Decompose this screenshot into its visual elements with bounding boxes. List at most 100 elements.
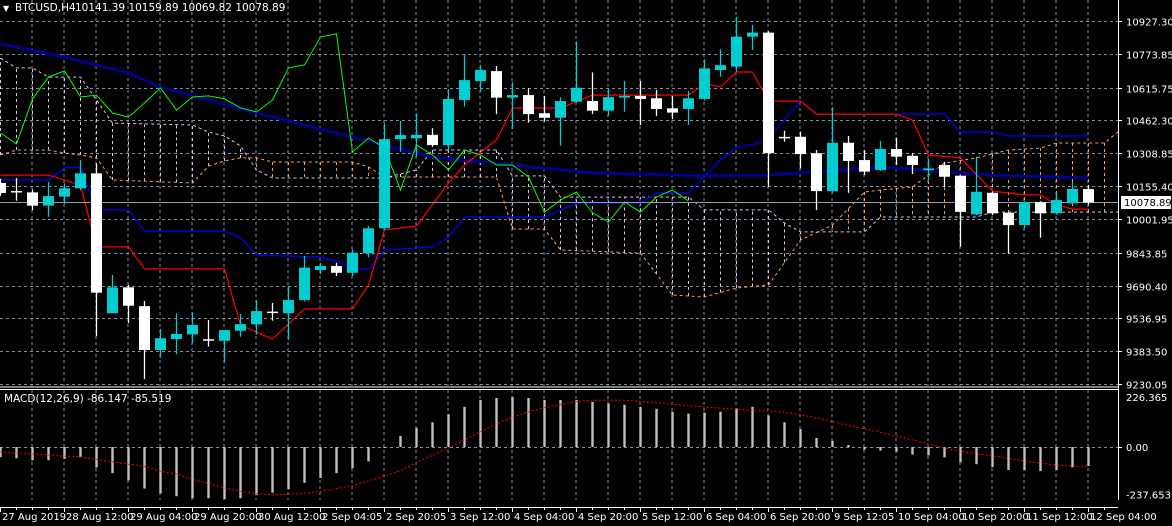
macd-histogram-bar bbox=[975, 447, 978, 465]
candle bbox=[299, 256, 310, 302]
candle bbox=[75, 160, 86, 191]
candle-body bbox=[475, 70, 486, 82]
candle bbox=[955, 175, 966, 247]
time-axis-label: 28 Aug 12:00 bbox=[66, 512, 133, 523]
candle bbox=[27, 189, 38, 211]
candle-body bbox=[587, 101, 598, 111]
candle bbox=[987, 191, 998, 216]
candles bbox=[0, 16, 1094, 380]
candle-body bbox=[811, 153, 822, 192]
time-axis-label: 12 Sep 04:00 bbox=[1090, 512, 1157, 523]
macd-histogram-bar bbox=[335, 447, 338, 474]
candle bbox=[651, 89, 662, 117]
candle bbox=[171, 313, 182, 355]
candle-body bbox=[875, 148, 886, 170]
macd-histogram-bar bbox=[1087, 447, 1090, 467]
candle bbox=[411, 113, 422, 157]
candle bbox=[507, 82, 518, 130]
candle-body bbox=[507, 95, 518, 98]
macd-histogram-bar bbox=[415, 427, 418, 447]
candle-body bbox=[1083, 189, 1094, 203]
price-axis-label: 9843.85 bbox=[1126, 250, 1167, 261]
macd-histogram-bar bbox=[863, 447, 866, 450]
candle-body bbox=[27, 192, 38, 206]
macd-histogram-bar bbox=[495, 397, 498, 447]
candle-body bbox=[907, 155, 918, 166]
macd-histogram-bar bbox=[943, 447, 946, 458]
price-axis-label: 9690.40 bbox=[1126, 283, 1167, 294]
candle-body bbox=[523, 95, 534, 115]
triangle-down-icon[interactable]: ▼ bbox=[3, 4, 10, 13]
candle bbox=[939, 161, 950, 187]
macd-histogram-bar bbox=[47, 447, 50, 461]
candle-body bbox=[891, 148, 902, 157]
candle-body bbox=[75, 173, 86, 189]
candle bbox=[427, 128, 438, 147]
macd-histogram-bar bbox=[559, 399, 562, 447]
candle bbox=[139, 301, 150, 380]
candle bbox=[923, 159, 934, 180]
macd-histogram-bar bbox=[895, 447, 898, 452]
candle-body bbox=[987, 192, 998, 214]
time-axis-label: 3 Sep 12:00 bbox=[450, 512, 510, 523]
candle-body bbox=[155, 338, 166, 351]
candle-body bbox=[715, 65, 726, 71]
macd-histogram-bar bbox=[319, 447, 322, 478]
candle-body bbox=[603, 97, 614, 111]
macd-histogram-bar bbox=[175, 447, 178, 497]
candle bbox=[827, 107, 838, 193]
macd-histogram-bar bbox=[607, 403, 610, 447]
candle-body bbox=[187, 324, 198, 335]
macd-histogram-bar bbox=[1071, 447, 1074, 468]
macd-histogram-bar bbox=[1055, 447, 1058, 470]
macd-histogram-bar bbox=[767, 415, 770, 447]
candle-body bbox=[667, 108, 678, 113]
candle bbox=[123, 284, 134, 324]
macd-histogram-bar bbox=[463, 406, 466, 447]
price-axis-label: 10773.85 bbox=[1126, 51, 1172, 62]
macd-histogram-bar bbox=[207, 447, 210, 499]
time-axis-label: 9 Sep 12:05 bbox=[834, 512, 894, 523]
candle bbox=[491, 65, 502, 115]
candle bbox=[523, 88, 534, 123]
candle bbox=[971, 156, 982, 216]
candle bbox=[1083, 185, 1094, 205]
candle bbox=[603, 88, 614, 116]
candle-body bbox=[491, 71, 502, 98]
candle bbox=[667, 95, 678, 120]
candle-body bbox=[427, 134, 438, 146]
candle-body bbox=[347, 252, 358, 273]
macd-histogram-bar bbox=[991, 447, 994, 468]
time-axis-label: 10 Sep 04:00 bbox=[898, 512, 965, 523]
macd-histogram-bar bbox=[1039, 447, 1042, 472]
candle bbox=[795, 131, 806, 169]
candle bbox=[91, 163, 102, 337]
macd-histogram-bar bbox=[367, 447, 370, 462]
macd-histogram-bar bbox=[351, 447, 354, 469]
price-axis-label: 10155.40 bbox=[1126, 183, 1172, 194]
candle bbox=[1019, 201, 1030, 229]
candle bbox=[747, 24, 758, 50]
candle bbox=[395, 120, 406, 152]
symbol-label: BTCUSD,H4 bbox=[15, 2, 76, 14]
candle-body bbox=[123, 287, 134, 306]
candle bbox=[11, 178, 22, 201]
candle-body bbox=[923, 168, 934, 171]
macd-histogram-bar bbox=[63, 447, 66, 459]
candle-body bbox=[1019, 202, 1030, 226]
candle-body bbox=[219, 330, 230, 341]
macd-histogram-bar bbox=[1007, 447, 1010, 470]
macd-histogram-bar bbox=[719, 411, 722, 447]
candle bbox=[539, 95, 550, 122]
candle-body bbox=[459, 80, 470, 100]
macd-histogram-bar bbox=[127, 447, 130, 481]
price-axis-label: 9536.95 bbox=[1126, 315, 1167, 326]
candle bbox=[43, 181, 54, 217]
chart-header: ▼ BTCUSD,H4 10141.39 10159.89 10069.82 1… bbox=[3, 2, 285, 14]
macd-histogram-bar bbox=[671, 411, 674, 447]
macd-histogram-bar bbox=[271, 447, 274, 493]
candle bbox=[459, 54, 470, 107]
candle bbox=[571, 41, 582, 103]
candle bbox=[363, 225, 374, 258]
